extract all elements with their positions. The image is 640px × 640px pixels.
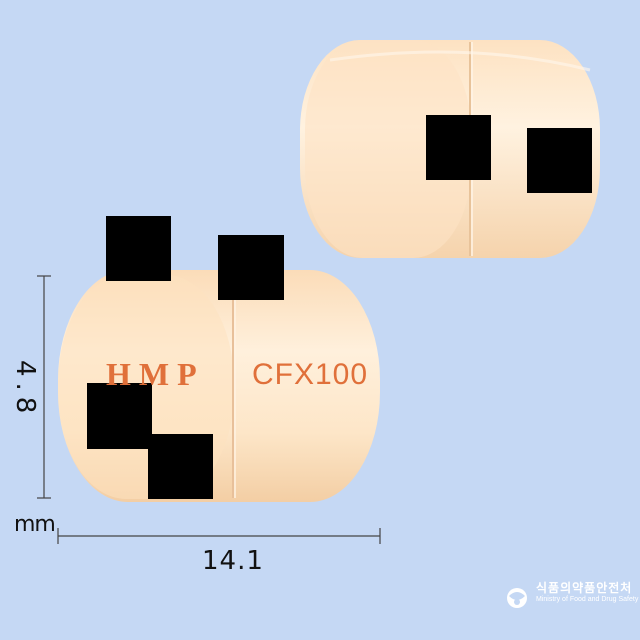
width-dimension-label: 14.1 xyxy=(202,546,264,576)
mfds-emblem-icon xyxy=(507,588,527,608)
redaction-box xyxy=(218,235,284,300)
dimension-width-line xyxy=(57,528,381,544)
redaction-box xyxy=(148,434,213,499)
watermark-logo: 식품의약품안전처 Ministry of Food and Drug Safet… xyxy=(504,580,638,606)
dimension-height-line xyxy=(37,275,51,499)
imprint-front: HMP xyxy=(106,356,205,392)
height-dimension-label: 4.8 xyxy=(10,360,40,420)
redaction-box xyxy=(87,383,152,449)
watermark-name-ko: 식품의약품안전처 xyxy=(536,581,633,596)
watermark-name-en: Ministry of Food and Drug Safety xyxy=(536,595,639,603)
redaction-boxes xyxy=(87,115,592,499)
redaction-box xyxy=(426,115,491,180)
redaction-box xyxy=(527,128,592,193)
unit-label: mm xyxy=(14,512,56,537)
imprint-back: CFX100 xyxy=(252,358,369,391)
redaction-box xyxy=(106,216,171,281)
